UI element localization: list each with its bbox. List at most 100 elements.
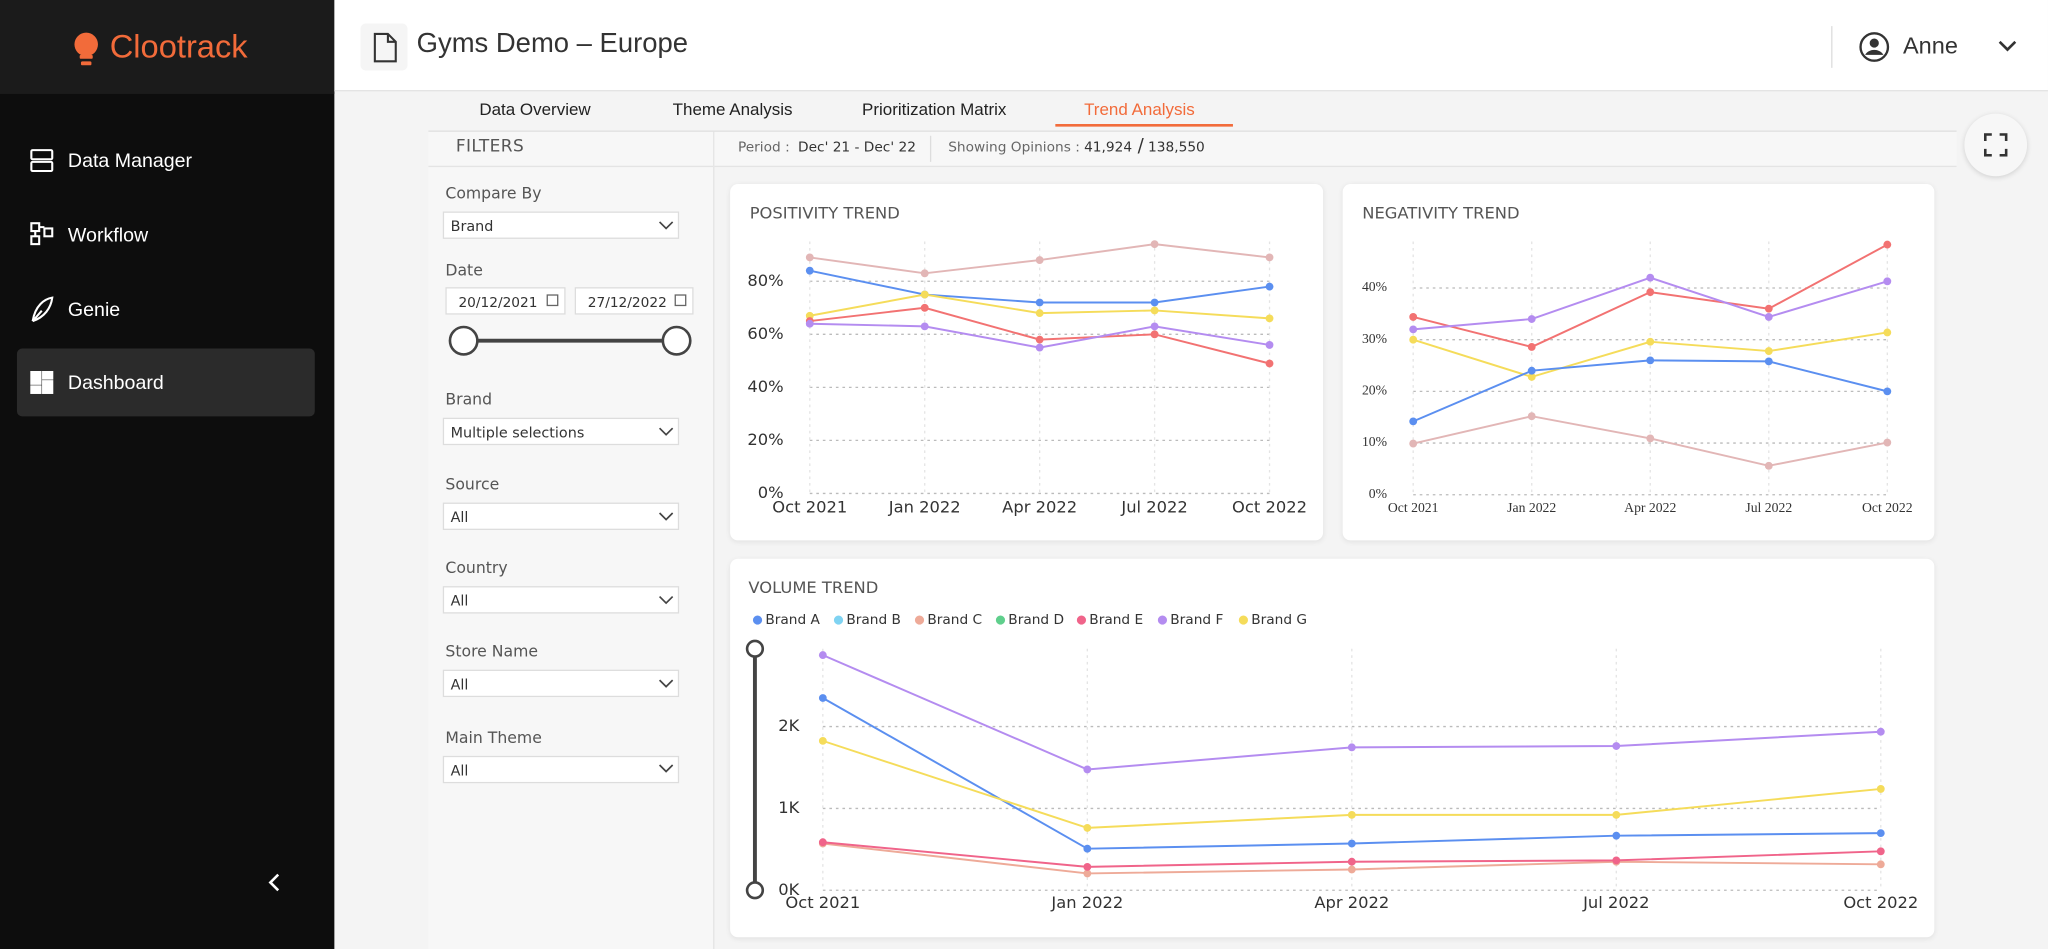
tab[interactable]: Prioritization Matrix: [862, 99, 1007, 119]
y-tick-label: 1K: [778, 798, 800, 817]
x-tick-label: Jul 2022: [1582, 893, 1649, 912]
separator: /: [1137, 135, 1144, 157]
period: Dec' 21 - Dec' 22: [798, 139, 916, 156]
data-point: [1409, 313, 1418, 321]
legend-swatch: [1076, 615, 1087, 625]
legend-label: Brand F: [1170, 612, 1223, 628]
zoom-handle[interactable]: [745, 639, 765, 658]
x-tick-label: Oct 2022: [1843, 893, 1918, 912]
data-point: [805, 319, 814, 328]
data-point: [1035, 309, 1044, 318]
tab-active[interactable]: Trend Analysis: [1084, 99, 1195, 119]
data-point: [1646, 434, 1655, 443]
data-point: [818, 694, 827, 702]
opinions-label: Showing Opinions :: [948, 139, 1080, 156]
user-icon[interactable]: [1859, 31, 1890, 62]
data-point: [1409, 439, 1418, 448]
data-point: [1083, 765, 1092, 774]
data-point: [920, 322, 929, 331]
y-tick-label: 0K: [778, 880, 800, 899]
legend-swatch: [1238, 615, 1248, 625]
opinions-total: 138,550: [1148, 139, 1205, 156]
data-point: [1527, 366, 1536, 375]
filter-select[interactable]: Multiple selections: [442, 417, 680, 446]
y-tick-label: 20%: [747, 430, 783, 449]
data-point: [1527, 412, 1536, 421]
data-point: [1083, 869, 1092, 878]
data-point: [1083, 823, 1092, 832]
filter-label: Store Name: [445, 642, 539, 661]
data-point: [1347, 865, 1356, 874]
filter-select[interactable]: Brand: [442, 211, 680, 239]
date-end[interactable]: 27/12/2022: [574, 287, 694, 315]
filter-select[interactable]: All: [442, 669, 680, 698]
data-point: [805, 253, 814, 262]
positivity-chart: POSITIVITY TREND 0% 20% 40% 60% 80% Oct 2021 J…: [730, 184, 1324, 541]
zoom-handle[interactable]: [745, 881, 765, 900]
data-point: [1876, 785, 1885, 793]
x-tick-label: Apr 2022: [1314, 893, 1389, 912]
x-tick-label: Apr 2022: [1002, 497, 1077, 516]
data-point: [1883, 438, 1892, 447]
date-slider[interactable]: [444, 321, 699, 360]
y-tick-label: 2K: [778, 716, 800, 735]
filter-label: Date: [445, 261, 483, 280]
data-point: [1527, 315, 1536, 323]
nav-item[interactable]: Dashboard: [67, 372, 164, 395]
calendar-icons: [546, 294, 687, 307]
logo[interactable]: Clootrack: [109, 28, 248, 66]
filter-select[interactable]: All: [442, 755, 680, 784]
nav-icons: [30, 149, 54, 394]
data-point: [1083, 844, 1092, 853]
logo-icon: [74, 32, 98, 66]
data-point: [1646, 288, 1655, 297]
divider: [1831, 26, 1833, 68]
fullscreen-button[interactable]: [1964, 113, 2028, 177]
data-point: [1876, 847, 1885, 856]
x-tick-label: Jan 2022: [888, 497, 961, 516]
data-point: [1083, 862, 1092, 871]
data-point: [818, 651, 827, 660]
date-start[interactable]: 20/12/2021: [445, 287, 566, 315]
tab[interactable]: Data Overview: [479, 99, 591, 119]
x-tick-label: Oct 2021: [785, 893, 860, 912]
filter-select[interactable]: All: [442, 502, 680, 530]
nav-item[interactable]: Data Manager: [67, 150, 193, 173]
nav-item[interactable]: Genie: [67, 298, 121, 322]
user-name[interactable]: Anne: [1902, 32, 1958, 59]
y-tick-label: 40%: [1362, 279, 1387, 294]
filter-select[interactable]: All: [442, 586, 680, 614]
legend-swatch: [833, 615, 844, 625]
data-point: [1409, 417, 1418, 426]
data-point: [1265, 359, 1274, 368]
nav-item[interactable]: Workflow: [67, 224, 149, 247]
data-point: [1527, 343, 1536, 351]
data-point: [818, 838, 827, 847]
collapse-button[interactable]: [265, 872, 283, 893]
data-point: [1876, 860, 1885, 869]
legend-swatch: [995, 615, 1006, 625]
x-tick-label: Jul 2022: [1745, 500, 1792, 515]
data-point: [920, 269, 929, 278]
y-tick-label: 30%: [1362, 331, 1387, 346]
negativity-chart: NEGATIVITY TREND 0% 10% 20% 30% 40% Oct 2021 J…: [1342, 184, 1935, 541]
legend-label: Brand E: [1089, 612, 1143, 628]
page-title: Gyms Demo – Europe: [416, 28, 688, 59]
chart-title: VOLUME TREND: [748, 578, 878, 597]
legend-swatch: [752, 615, 763, 625]
legend-label: Brand C: [927, 612, 982, 628]
divider: [428, 165, 714, 168]
filters-panel: [428, 131, 715, 949]
nav-active: [16, 348, 315, 417]
x-tick-label: Oct 2021: [1388, 500, 1439, 515]
user-menu[interactable]: [1997, 38, 2018, 54]
legend-swatch: [914, 615, 925, 625]
legend-label: Brand G: [1251, 612, 1307, 628]
data-point: [1764, 357, 1773, 366]
sidebar: [0, 0, 335, 949]
data-point: [1764, 347, 1773, 355]
legend-swatch: [1157, 615, 1168, 625]
tab[interactable]: Theme Analysis: [672, 99, 793, 119]
data-point: [920, 290, 929, 299]
tab-line: [428, 130, 1957, 132]
